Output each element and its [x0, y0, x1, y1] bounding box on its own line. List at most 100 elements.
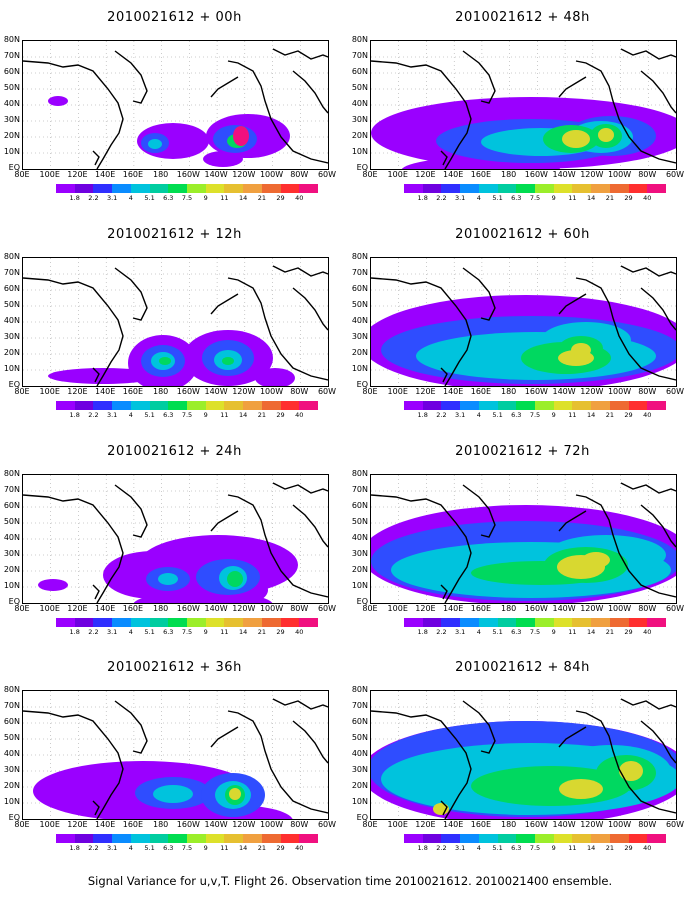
colorbar-label: 9 — [551, 844, 556, 852]
coastline — [210, 293, 239, 315]
lon-label: 180 — [152, 387, 169, 396]
lon-label: 180 — [500, 604, 517, 613]
lon-label: 100W — [607, 604, 632, 613]
lat-label: 70N — [351, 701, 368, 710]
lon-label: 140W — [552, 820, 576, 829]
lon-label: 60W — [665, 604, 685, 613]
lon-label: 80W — [638, 170, 657, 179]
colorbar-swatch — [299, 401, 319, 410]
colorbar-label: 14 — [239, 844, 248, 852]
colorbar-swatch — [460, 618, 479, 627]
colorbar-label: 3.1 — [454, 628, 466, 636]
variance-region — [233, 126, 249, 146]
lon-label: 120E — [415, 387, 436, 396]
variance-region — [619, 761, 643, 781]
lat-label: 30N — [351, 549, 368, 558]
lon-label: 180 — [500, 820, 517, 829]
panel-title: 2010021612 + 48h — [455, 10, 590, 25]
colorbar-label: 1.8 — [69, 194, 80, 202]
variance-region — [148, 139, 162, 149]
lat-label: 20N — [3, 348, 20, 357]
coastline — [440, 800, 448, 816]
lon-label: 180 — [500, 170, 517, 179]
colorbar-label: 3.1 — [106, 194, 118, 202]
coastline — [620, 698, 676, 710]
lat-label: 20N — [351, 781, 368, 790]
lon-label: 160E — [470, 820, 492, 829]
lon-label: 100W — [259, 170, 284, 179]
colorbar-label: 5.1 — [492, 628, 503, 636]
colorbar-label: 5.1 — [492, 411, 503, 419]
panel-title: 2010021612 + 60h — [455, 227, 590, 242]
colorbar-label: 1.8 — [417, 628, 428, 636]
lat-label: 60N — [3, 284, 20, 293]
lon-label: 160W — [524, 604, 548, 613]
variance-region — [598, 128, 614, 142]
colorbar-label: 6.3 — [511, 628, 522, 636]
panel-title: 2010021612 + 12h — [107, 227, 242, 242]
lat-label: 70N — [3, 268, 20, 277]
colorbar-label: 11 — [568, 194, 577, 202]
colorbar-swatch — [93, 618, 113, 627]
lat-label: 30N — [351, 115, 368, 124]
colorbar-swatch — [404, 834, 423, 843]
lon-label: 80W — [638, 820, 657, 829]
map-canvas — [371, 41, 676, 169]
lat-label: 70N — [3, 51, 20, 60]
colorbar-swatch — [404, 184, 423, 193]
colorbar-label: 7.5 — [529, 844, 541, 852]
colorbar-label: 40 — [643, 844, 652, 852]
lat-label: EQ — [8, 380, 20, 389]
lat-label: 50N — [351, 517, 368, 526]
lat-label: 20N — [351, 131, 368, 140]
colorbar-label: 1.8 — [69, 628, 80, 636]
coastline — [23, 494, 124, 603]
colorbar-label: 21 — [605, 411, 614, 419]
colorbar-swatch — [112, 618, 131, 627]
lon-label: 80E — [14, 604, 30, 613]
coastline — [114, 50, 148, 104]
colorbar-swatch — [187, 618, 206, 627]
coastline — [640, 70, 676, 114]
colorbar-label: 6.3 — [511, 844, 522, 852]
lat-label: 60N — [351, 501, 368, 510]
lon-label: 140W — [552, 170, 576, 179]
coastline — [114, 484, 148, 538]
lon-label: 100E — [387, 604, 408, 613]
lon-label: 120W — [232, 604, 256, 613]
colorbar-label: 4 — [128, 628, 133, 636]
colorbar — [404, 618, 667, 627]
lon-label: 140E — [443, 387, 464, 396]
lon-label: 140W — [552, 387, 576, 396]
coastline — [227, 494, 328, 598]
colorbar-swatch — [261, 401, 281, 410]
colorbar-swatch — [205, 834, 225, 843]
lat-label: 70N — [351, 268, 368, 277]
colorbar-label: 4 — [476, 844, 481, 852]
colorbar-label: 3.1 — [454, 844, 466, 852]
coastline — [227, 277, 328, 381]
lat-label: 10N — [3, 797, 20, 806]
lon-label: 180 — [152, 604, 169, 613]
variance-region — [38, 579, 68, 591]
coastline — [462, 484, 496, 538]
lon-label: 80E — [14, 387, 30, 396]
colorbar-label: 11 — [568, 411, 577, 419]
lat-label: 70N — [3, 701, 20, 710]
lon-label: 60W — [665, 387, 685, 396]
colorbar-swatch — [497, 834, 517, 843]
lat-label: 40N — [3, 316, 20, 325]
lat-label: 80N — [351, 252, 368, 261]
lon-label: 160W — [176, 170, 200, 179]
colorbar-swatch — [441, 401, 461, 410]
colorbar-label: 14 — [587, 411, 596, 419]
colorbar-swatch — [628, 184, 648, 193]
lat-label: 60N — [351, 67, 368, 76]
colorbar-swatch — [93, 834, 113, 843]
lat-label: 20N — [3, 565, 20, 574]
lat-label: 80N — [3, 252, 20, 261]
colorbar-label: 40 — [295, 411, 304, 419]
colorbar-label: 3.1 — [454, 194, 466, 202]
colorbar-swatch — [422, 618, 442, 627]
lon-label: 120E — [415, 820, 436, 829]
